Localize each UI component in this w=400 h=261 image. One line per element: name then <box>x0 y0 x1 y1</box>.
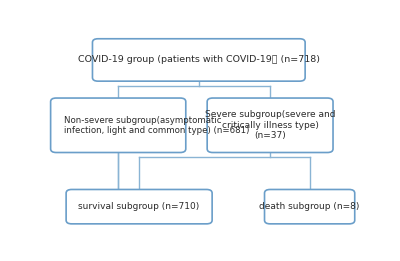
FancyBboxPatch shape <box>51 98 186 152</box>
FancyBboxPatch shape <box>92 39 305 81</box>
FancyBboxPatch shape <box>264 189 355 224</box>
FancyBboxPatch shape <box>207 98 333 152</box>
Text: Non-severe subgroup(asymptomatic
infection, light and common type) (n=681): Non-severe subgroup(asymptomatic infecti… <box>64 116 249 135</box>
Text: COVID-19 group (patients with COVID-19） (n=718): COVID-19 group (patients with COVID-19） … <box>78 55 320 64</box>
Text: Severe subgroup(severe and
critically illness type)
(n=37): Severe subgroup(severe and critically il… <box>205 110 335 140</box>
Text: survival subgroup (n=710): survival subgroup (n=710) <box>78 202 200 211</box>
Text: death subgroup (n=8): death subgroup (n=8) <box>260 202 360 211</box>
FancyBboxPatch shape <box>66 189 212 224</box>
